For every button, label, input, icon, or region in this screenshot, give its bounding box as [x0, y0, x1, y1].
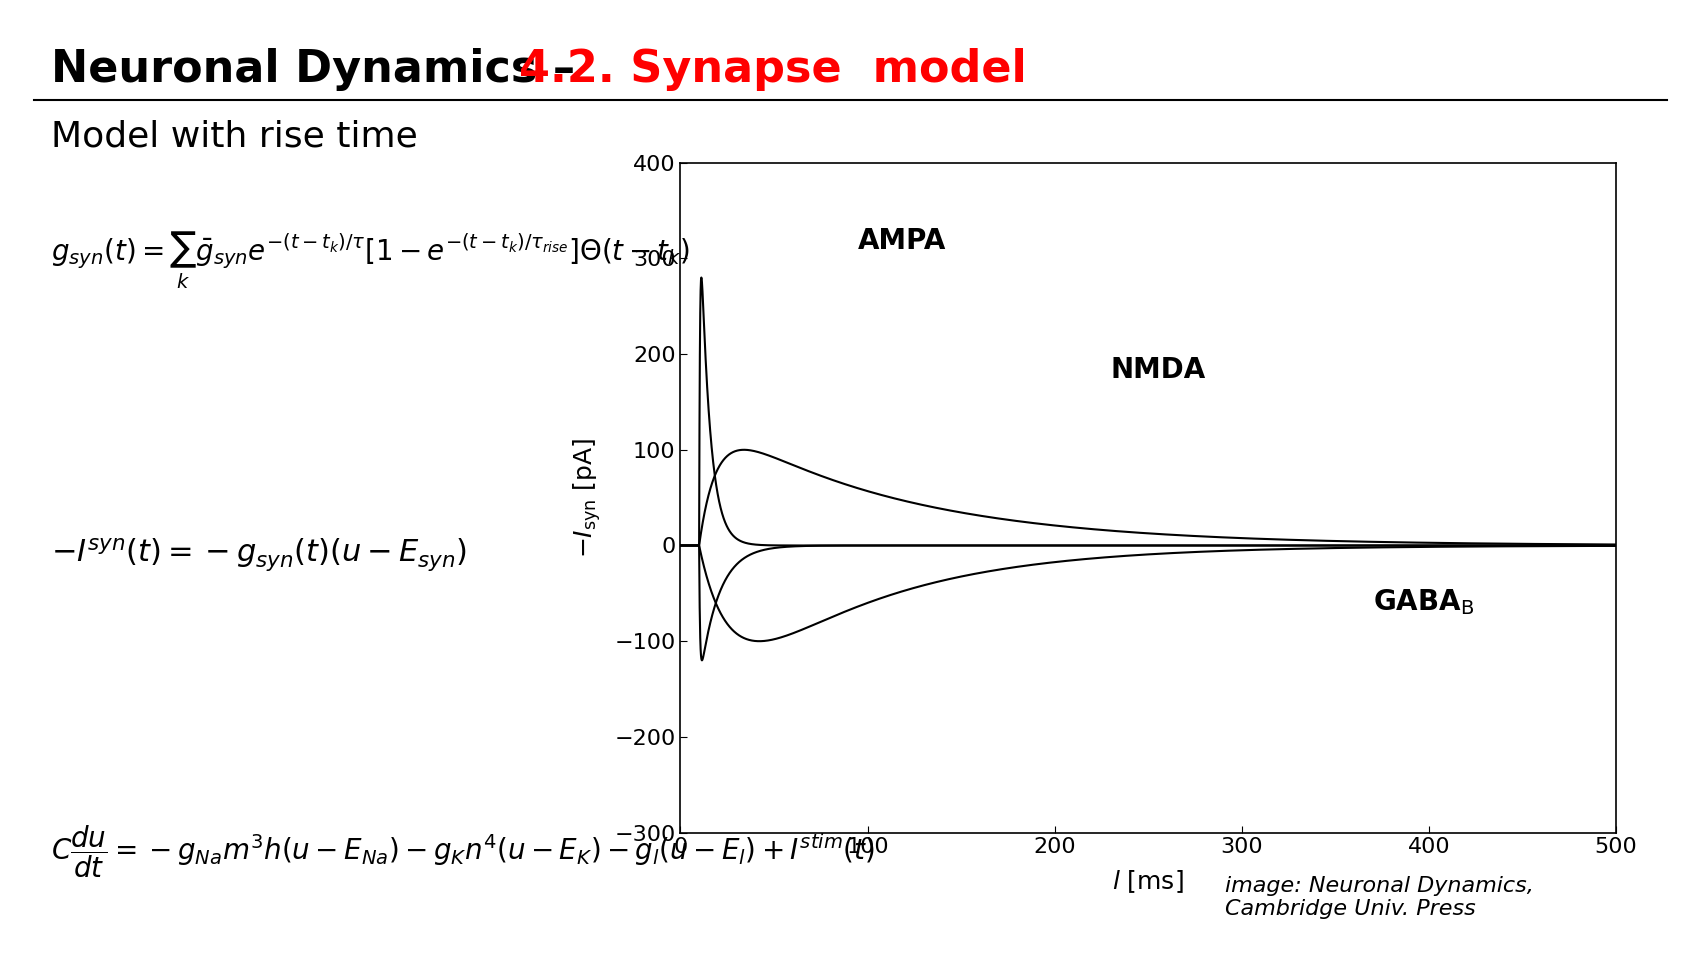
Y-axis label: $-I_{\rm syn}$ [pA]: $-I_{\rm syn}$ [pA] [572, 437, 604, 558]
Text: Model with rise time: Model with rise time [51, 120, 418, 154]
Text: GABA$_{\rm B}$: GABA$_{\rm B}$ [1373, 588, 1473, 617]
Text: Neuronal Dynamics –: Neuronal Dynamics – [51, 48, 590, 91]
Text: image: Neuronal Dynamics,
Cambridge Univ. Press: image: Neuronal Dynamics, Cambridge Univ… [1225, 876, 1534, 919]
Text: NMDA: NMDA [1111, 356, 1206, 384]
Text: $g_{syn}(t) = \sum_k \bar{g}_{syn} e^{-(t-t_k)/\tau}[1-e^{-(t-t_k)/\tau_{rise}}]: $g_{syn}(t) = \sum_k \bar{g}_{syn} e^{-(… [51, 230, 691, 291]
Text: $C\dfrac{du}{dt} = -g_{Na}m^3h(u-E_{Na}) - g_K n^4(u-E_K) - g_l(u-E_l) + I^{stim: $C\dfrac{du}{dt} = -g_{Na}m^3h(u-E_{Na})… [51, 823, 874, 879]
X-axis label: $l$ [ms]: $l$ [ms] [1112, 869, 1184, 896]
Text: $-I^{syn}(t) = -g_{syn}(t)(u - E_{syn})$: $-I^{syn}(t) = -g_{syn}(t)(u - E_{syn})$ [51, 536, 468, 573]
Text: 4.2. Synapse  model: 4.2. Synapse model [519, 48, 1027, 91]
Text: AMPA: AMPA [857, 227, 946, 255]
